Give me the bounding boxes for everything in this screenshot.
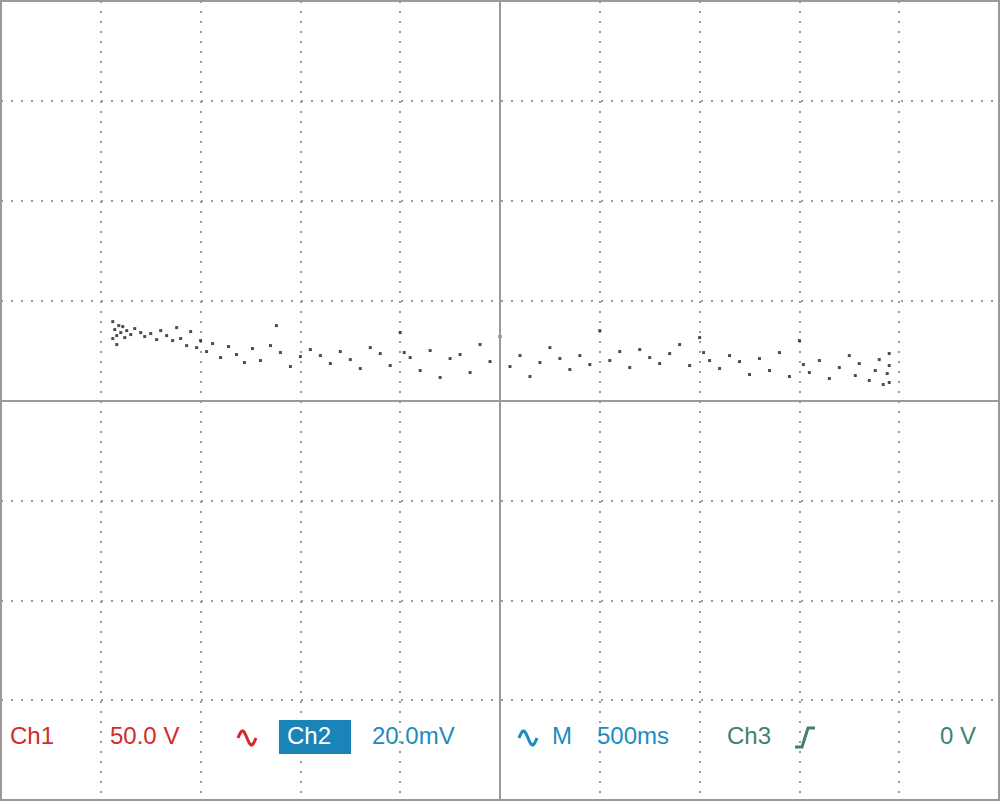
svg-text:Ch2: Ch2 [287, 722, 331, 749]
svg-text:50.0 V: 50.0 V [110, 722, 179, 749]
svg-text:Ch1: Ch1 [10, 722, 54, 749]
svg-text:20.0mV: 20.0mV [372, 722, 455, 749]
svg-text:M: M [552, 722, 572, 749]
svg-text:Ch3: Ch3 [727, 722, 771, 749]
svg-text:0 V: 0 V [940, 722, 976, 749]
svg-text:500ms: 500ms [597, 722, 669, 749]
